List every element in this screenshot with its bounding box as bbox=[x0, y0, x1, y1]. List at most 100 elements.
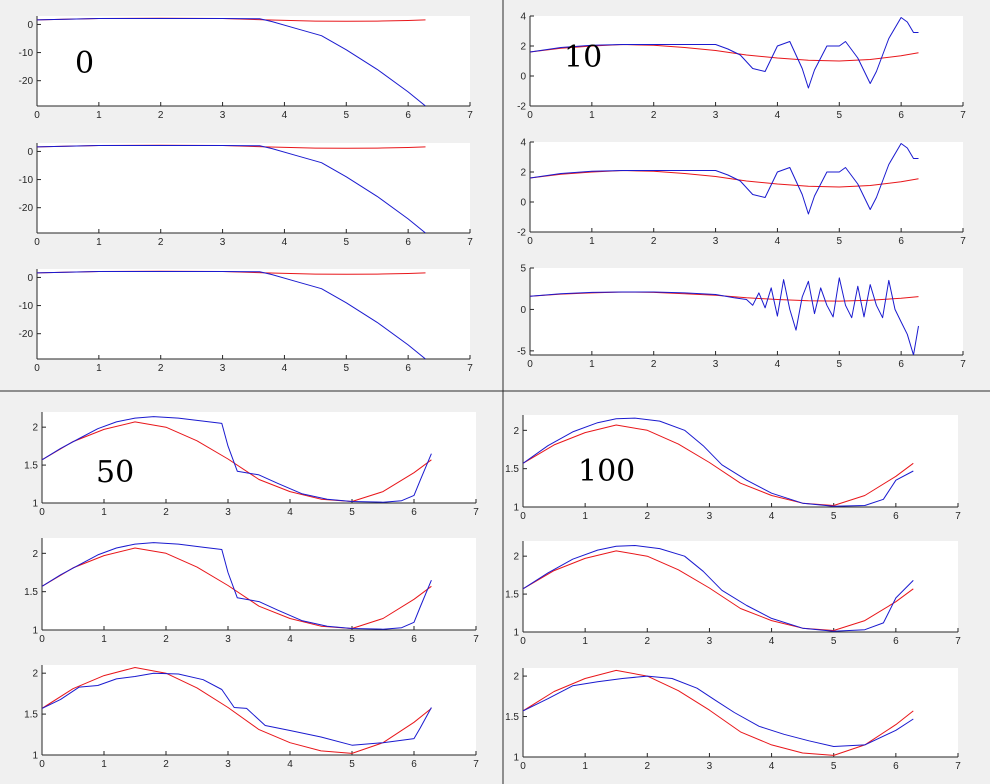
y-tick-label: 0 bbox=[520, 305, 526, 316]
x-tick-label: 3 bbox=[225, 507, 231, 518]
x-tick-label: 0 bbox=[34, 110, 40, 121]
x-tick-label: 7 bbox=[473, 507, 479, 518]
x-tick-label: 7 bbox=[960, 110, 966, 121]
x-tick-label: 3 bbox=[707, 761, 713, 772]
y-tick-label: 2 bbox=[513, 552, 519, 563]
x-tick-label: 3 bbox=[225, 634, 231, 645]
x-tick-label: 7 bbox=[467, 110, 473, 121]
x-tick-label: 0 bbox=[520, 761, 526, 772]
y-tick-label: 5 bbox=[520, 264, 526, 275]
x-tick-label: 2 bbox=[163, 634, 169, 645]
reference-line bbox=[42, 547, 432, 629]
estimate-line bbox=[37, 18, 426, 106]
y-tick-label: 1.5 bbox=[505, 712, 519, 723]
x-tick-label: 2 bbox=[163, 507, 169, 518]
x-tick-label: 5 bbox=[831, 761, 837, 772]
plot-area bbox=[530, 142, 963, 232]
y-tick-label: 1.5 bbox=[505, 590, 519, 601]
subplot-q100-p3: 0 1 2 3 4 5 6 721.51 bbox=[505, 668, 961, 772]
x-tick-label: 3 bbox=[220, 237, 226, 248]
y-tick-label: 0 bbox=[27, 147, 33, 158]
x-tick-label: 3 bbox=[713, 359, 719, 370]
estimate-line bbox=[42, 672, 432, 746]
subplot-q100-p2: 0 1 2 3 4 5 6 721.51 bbox=[505, 541, 961, 647]
x-tick-label: 6 bbox=[893, 761, 899, 772]
x-tick-label: 7 bbox=[473, 759, 479, 770]
y-tick-label: -10 bbox=[19, 301, 34, 312]
x-tick-label: 7 bbox=[467, 237, 473, 248]
x-tick-label: 3 bbox=[220, 110, 226, 121]
subplot-q0-p2: 0 1 2 3 4 5 6 7 0 -10 -20 bbox=[19, 143, 473, 248]
x-tick-label: 5 bbox=[349, 759, 355, 770]
x-tick-label: 5 bbox=[349, 634, 355, 645]
y-tick-label: 0 bbox=[27, 20, 33, 31]
estimate-line bbox=[42, 416, 432, 503]
plot-area bbox=[37, 16, 470, 106]
x-tick-label: 2 bbox=[645, 636, 651, 647]
estimate-line bbox=[37, 271, 426, 359]
y-tick-label: 4 bbox=[520, 12, 526, 23]
x-tick-label: 3 bbox=[707, 511, 713, 522]
y-tick-label: 2 bbox=[32, 423, 38, 434]
x-tick-label: 4 bbox=[775, 236, 781, 247]
x-tick-label: 0 bbox=[527, 236, 533, 247]
x-tick-label: 1 bbox=[589, 110, 595, 121]
x-tick-label: 0 bbox=[39, 634, 45, 645]
y-tick-label: -10 bbox=[19, 48, 34, 59]
x-tick-label: 1 bbox=[582, 761, 588, 772]
x-tick-label: 0 bbox=[34, 363, 40, 374]
x-tick-label: 1 bbox=[589, 359, 595, 370]
y-tick-label: 1.5 bbox=[24, 710, 38, 721]
y-tick-label: -20 bbox=[19, 329, 34, 340]
y-tick-label: 1 bbox=[513, 628, 519, 639]
x-tick-label: 5 bbox=[831, 511, 837, 522]
y-tick-label: 1 bbox=[32, 499, 38, 510]
x-tick-label: 5 bbox=[344, 363, 350, 374]
x-tick-label: 4 bbox=[287, 634, 293, 645]
y-tick-label: 1.5 bbox=[24, 587, 38, 598]
x-tick-label: 4 bbox=[769, 636, 775, 647]
x-tick-label: 5 bbox=[344, 237, 350, 248]
plot-area bbox=[523, 668, 958, 757]
estimate-line bbox=[523, 545, 914, 632]
x-tick-label: 7 bbox=[960, 359, 966, 370]
x-tick-label: 4 bbox=[282, 110, 288, 121]
estimate-line bbox=[37, 145, 426, 233]
y-tick-label: 2 bbox=[32, 549, 38, 560]
x-tick-label: 6 bbox=[411, 634, 417, 645]
x-tick-label: 0 bbox=[39, 759, 45, 770]
x-tick-label: 4 bbox=[282, 363, 288, 374]
subplot-q0-p3: 0 1 2 3 4 5 6 7 0 -10 -20 bbox=[19, 269, 473, 374]
quadrant-label-100: 100 bbox=[578, 454, 635, 489]
x-tick-label: 1 bbox=[96, 110, 102, 121]
x-tick-label: 0 bbox=[520, 636, 526, 647]
x-tick-label: 6 bbox=[893, 636, 899, 647]
x-tick-label: 2 bbox=[163, 759, 169, 770]
x-tick-label: 3 bbox=[220, 363, 226, 374]
x-tick-label: 2 bbox=[158, 363, 164, 374]
y-tick-label: 2 bbox=[520, 42, 526, 53]
x-tick-label: 6 bbox=[898, 110, 904, 121]
reference-line bbox=[523, 424, 914, 506]
plot-area bbox=[37, 143, 470, 233]
quadrant-label-50: 50 bbox=[96, 455, 134, 490]
y-tick-label: 1.5 bbox=[505, 464, 519, 475]
x-tick-label: 7 bbox=[467, 363, 473, 374]
subplot-q50-p2: 0 1 2 3 4 5 6 721.51 bbox=[24, 538, 479, 645]
x-tick-label: 1 bbox=[582, 511, 588, 522]
subplot-q0-p1: 0 1 2 3 4 5 6 7 0 -10 -20 bbox=[19, 16, 473, 121]
quadrant-label-0: 0 bbox=[75, 46, 94, 81]
x-tick-label: 0 bbox=[39, 507, 45, 518]
x-tick-label: 2 bbox=[651, 110, 657, 121]
x-tick-label: 2 bbox=[158, 237, 164, 248]
x-tick-label: 5 bbox=[837, 359, 843, 370]
x-tick-label: 3 bbox=[713, 236, 719, 247]
y-tick-label: 2 bbox=[520, 168, 526, 179]
y-tick-label: 2 bbox=[513, 426, 519, 437]
x-tick-label: 2 bbox=[645, 511, 651, 522]
x-tick-label: 4 bbox=[287, 759, 293, 770]
x-tick-label: 7 bbox=[473, 634, 479, 645]
y-tick-label: -10 bbox=[19, 175, 34, 186]
x-tick-label: 1 bbox=[101, 759, 107, 770]
